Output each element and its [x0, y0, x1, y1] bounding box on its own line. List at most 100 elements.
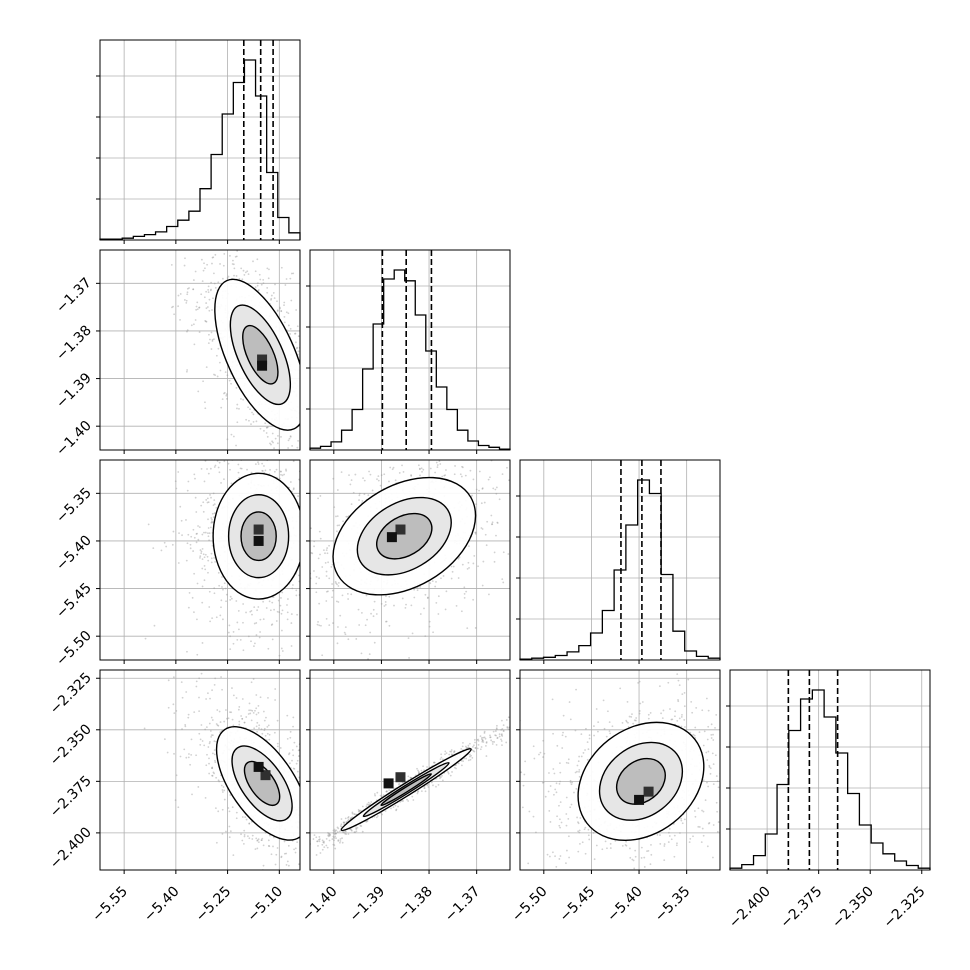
scatter-point	[249, 712, 252, 715]
scatter-point	[266, 732, 269, 735]
panel-frame	[99, 39, 301, 241]
scatter-point	[457, 762, 460, 765]
scatter-point	[345, 821, 348, 823]
scatter-point	[213, 466, 216, 468]
scatter-point	[336, 826, 339, 829]
joint-content	[310, 716, 510, 856]
scatter-point	[291, 587, 294, 590]
scatter-point	[225, 709, 227, 711]
scatter-point	[317, 844, 319, 847]
scatter-point	[212, 771, 215, 774]
scatter-point	[201, 567, 204, 570]
scatter-point	[379, 794, 382, 797]
scatter-point	[677, 679, 680, 682]
scatter-point	[207, 285, 210, 288]
scatter-point	[327, 832, 330, 835]
scatter-point	[224, 371, 227, 373]
scatter-point	[221, 576, 223, 578]
scatter-point	[369, 803, 372, 805]
scatter-point	[289, 736, 292, 739]
scatter-point	[216, 724, 219, 727]
scatter-point	[331, 838, 334, 840]
scatter-point	[276, 300, 278, 303]
scatter-point	[420, 467, 423, 470]
scatter-point	[190, 753, 193, 756]
scatter-point	[194, 477, 196, 480]
scatter-point	[226, 277, 229, 279]
scatter-point	[271, 638, 274, 641]
scatter-point	[275, 853, 278, 856]
scatter-point	[294, 851, 297, 854]
scatter-point	[710, 733, 713, 736]
scatter-point	[209, 697, 211, 700]
scatter-point	[419, 474, 421, 477]
scatter-point	[332, 477, 335, 480]
scatter-point	[260, 283, 263, 286]
scatter-point	[213, 338, 215, 341]
scatter-point	[245, 611, 247, 614]
scatter-point	[205, 320, 207, 323]
scatter-point	[240, 267, 243, 270]
scatter-point	[209, 741, 211, 743]
scatter-point	[207, 472, 210, 475]
scatter-point	[349, 483, 352, 486]
scatter-point	[394, 479, 397, 482]
scatter-point	[315, 582, 318, 585]
scatter-point	[257, 461, 259, 464]
scatter-point	[297, 755, 300, 757]
scatter-point	[296, 446, 299, 449]
scatter-point	[211, 512, 214, 515]
scatter-point	[193, 343, 196, 346]
scatter-point	[310, 527, 312, 530]
scatter-point	[207, 342, 210, 345]
scatter-point	[213, 512, 216, 515]
scatter-point	[293, 741, 296, 744]
scatter-point	[186, 287, 189, 290]
scatter-point	[214, 677, 217, 680]
scatter-point	[469, 758, 472, 761]
scatter-point	[179, 318, 181, 321]
scatter-point	[325, 600, 328, 602]
scatter-point	[496, 522, 499, 524]
scatter-point	[556, 744, 559, 747]
scatter-point	[341, 594, 344, 597]
scatter-point	[235, 275, 238, 277]
scatter-point	[483, 736, 486, 739]
scatter-point	[493, 551, 496, 554]
scatter-point	[240, 833, 242, 836]
scatter-point	[189, 547, 192, 550]
scatter-point	[576, 764, 579, 767]
scatter-point	[209, 467, 212, 470]
scatter-point	[559, 771, 562, 774]
scatter-point	[192, 550, 195, 552]
scatter-point	[211, 689, 213, 692]
scatter-point	[211, 774, 214, 777]
scatter-point	[344, 633, 347, 636]
scatter-point	[353, 831, 356, 833]
scatter-point	[316, 840, 319, 843]
scatter-point	[143, 727, 146, 730]
scatter-point	[260, 728, 263, 731]
scatter-point	[208, 532, 211, 535]
scatter-point	[188, 287, 190, 289]
scatter-point	[461, 465, 463, 468]
scatter-point	[625, 844, 628, 847]
scatter-point	[264, 469, 267, 472]
scatter-point	[494, 734, 497, 737]
scatter-point	[360, 825, 363, 827]
scatter-point	[450, 749, 453, 751]
scatter-point	[201, 585, 204, 588]
scatter-point	[183, 299, 186, 301]
scatter-point	[227, 462, 230, 465]
scatter-point	[418, 772, 420, 774]
scatter-point	[449, 774, 452, 777]
scatter-point	[272, 441, 274, 444]
scatter-point	[675, 844, 678, 847]
scatter-point	[226, 717, 228, 720]
scatter-point	[445, 590, 448, 593]
scatter-point	[325, 549, 328, 552]
scatter-point	[295, 589, 298, 592]
scatter-point	[507, 716, 510, 719]
scatter-point	[257, 838, 260, 841]
